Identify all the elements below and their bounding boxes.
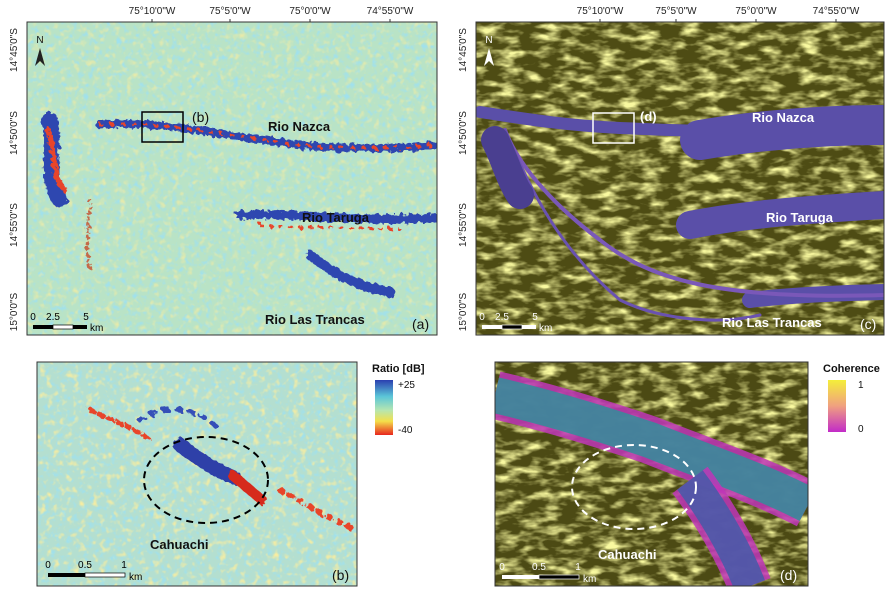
panel-label: (b): [332, 567, 349, 583]
legend-min: -40: [398, 425, 413, 436]
river-label: Rio Las Trancas: [265, 312, 365, 327]
ratio-map: [27, 22, 437, 335]
scale-label: 2.5: [495, 312, 509, 323]
lon-tick-label: 74°55'0"W: [367, 6, 414, 17]
lat-tick-label: 14°55'0"S: [9, 203, 20, 247]
north-label: N: [485, 35, 492, 46]
legend-min: 0: [858, 424, 864, 435]
scale-unit: km: [129, 572, 142, 583]
lon-tick-label: 74°55'0"W: [813, 6, 860, 17]
lat-tick-label: 14°45'0"S: [9, 28, 20, 72]
lat-tick-label: 15°0'0"S: [9, 292, 20, 331]
inset-label: (b): [192, 109, 209, 125]
scale-unit: km: [583, 574, 596, 585]
legend-max: 1: [858, 380, 864, 391]
scale-label: 0: [499, 562, 505, 573]
lon-tick-label: 75°5'0"W: [655, 6, 697, 17]
lon-tick-label: 75°0'0"W: [289, 6, 331, 17]
river-label: Rio Nazca: [268, 119, 331, 134]
ratio-inset: [37, 362, 357, 586]
river-label: Rio Taruga: [766, 210, 834, 225]
lon-tick-label: 75°5'0"W: [209, 6, 251, 17]
scale-label: 0.5: [532, 562, 546, 573]
lat-tick-label: 14°50'0"S: [458, 111, 469, 155]
coherence-map: [476, 22, 884, 335]
site-label: Cahuachi: [150, 537, 209, 552]
legend-max: +25: [398, 380, 415, 391]
scale-label: 1: [575, 562, 581, 573]
color-ramp: [828, 380, 846, 432]
legend-title: Ratio [dB]: [372, 363, 425, 375]
lat-tick-label: 15°0'0"S: [458, 292, 469, 331]
panel-label: (a): [412, 316, 429, 332]
figure: N (b) Rio Nazca Rio Taruga Rio Las Tranc…: [0, 0, 893, 590]
scale-label: 0: [45, 560, 51, 571]
river-label: Rio Nazca: [752, 110, 815, 125]
scale-label: 0.5: [78, 560, 92, 571]
river-label: Rio Taruga: [302, 210, 370, 225]
lat-tick-label: 14°45'0"S: [458, 28, 469, 72]
scale-label: 5: [532, 312, 538, 323]
panel-label: (d): [780, 567, 797, 583]
scale-label: 0: [479, 312, 485, 323]
scale-label: 2.5: [46, 312, 60, 323]
legend-title: Coherence: [823, 363, 880, 375]
lat-tick-label: 14°50'0"S: [9, 111, 20, 155]
north-label: N: [36, 35, 43, 46]
scale-label: 1: [121, 560, 127, 571]
river-label: Rio Las Trancas: [722, 315, 822, 330]
site-label: Cahuachi: [598, 547, 657, 562]
legend: Ratio [dB] +25 -40: [372, 363, 425, 436]
scale-label: 5: [83, 312, 89, 323]
scale-label: 0: [30, 312, 36, 323]
panel-label: (c): [860, 316, 876, 332]
lon-tick-label: 75°0'0"W: [735, 6, 777, 17]
lon-tick-label: 75°10'0"W: [577, 6, 624, 17]
inset-label: (d): [640, 109, 657, 124]
color-ramp: [375, 380, 393, 435]
lon-tick-label: 75°10'0"W: [129, 6, 176, 17]
scale-unit: km: [539, 323, 552, 334]
scale-unit: km: [90, 323, 103, 334]
lat-tick-label: 14°55'0"S: [458, 203, 469, 247]
legend: Coherence 1 0: [823, 363, 880, 435]
